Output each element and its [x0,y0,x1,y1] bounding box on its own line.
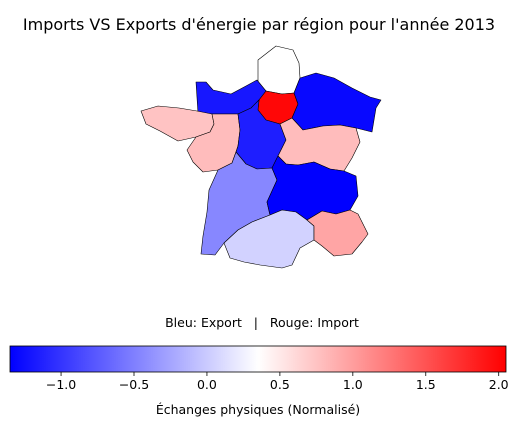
map-title: Imports VS Exports d'énergie par région … [23,15,495,34]
legend-note: Bleu: Export | Rouge: Import [165,315,359,330]
france-map [141,46,381,268]
region-provence-alpes-cote-d-azur [307,210,368,256]
colorbar-tick-label: 0.5 [270,377,290,392]
colorbar-tick-label: −0.5 [119,377,149,392]
colorbar-ticks: −1.0 −0.5 0.0 0.5 1.0 1.5 2.0 [46,372,509,392]
region-grand-est [292,73,381,132]
colorbar-gradient [10,346,506,372]
colorbar-tick-label: 0.0 [197,377,217,392]
colorbar-tick-label: −1.0 [46,377,76,392]
colorbar-tick-label: 1.0 [343,377,363,392]
colorbar: −1.0 −0.5 0.0 0.5 1.0 1.5 2.0 Échanges physiqu… [10,346,509,417]
colorbar-tick-label: 1.5 [416,377,436,392]
colorbar-tick-label: 2.0 [489,377,509,392]
region-hauts-de-france [258,46,300,94]
colorbar-label: Échanges physiques (Normalisé) [156,402,360,417]
